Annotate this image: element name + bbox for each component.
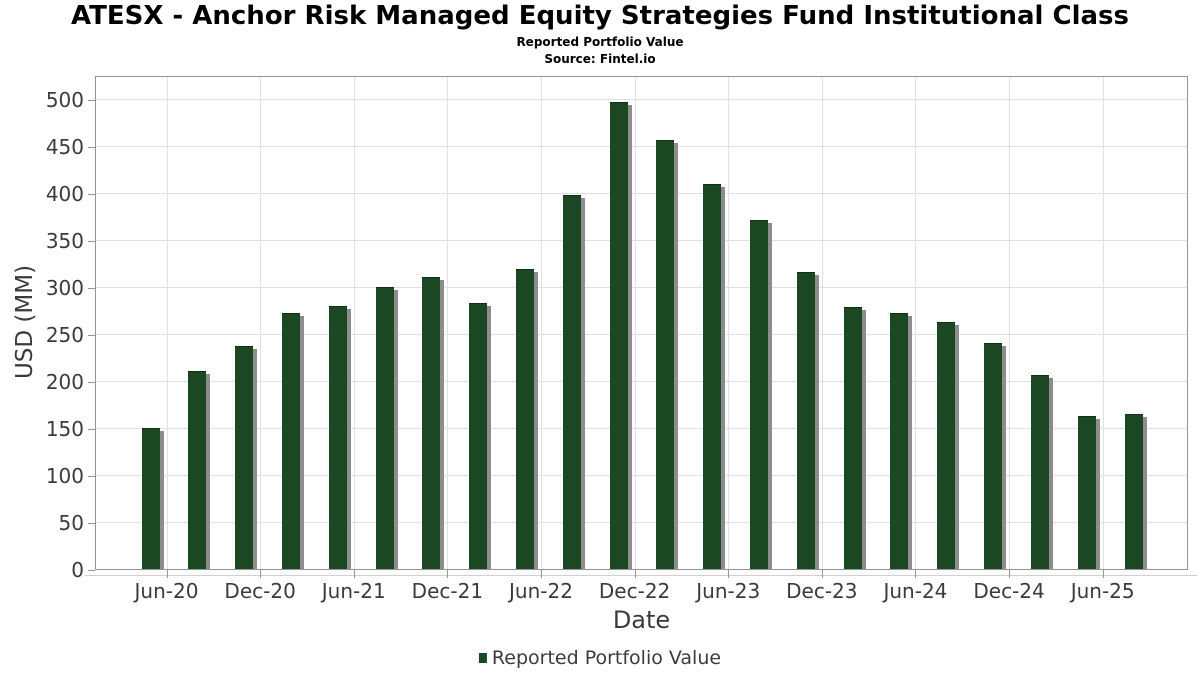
bar-mar-22 [469, 303, 492, 570]
y-tick-label: 350 [45, 229, 84, 254]
x-tick-label: Jun-21 [321, 579, 386, 603]
y-tick-label: 200 [45, 370, 84, 395]
y-tick-label: 150 [45, 417, 84, 442]
bar-mar-23 [656, 139, 679, 571]
y-gridline [95, 193, 1188, 195]
x-tick-mark [728, 570, 730, 578]
bar-dec-22 [609, 102, 632, 570]
y-gridline [95, 334, 1188, 336]
bar-jun-21 [328, 306, 351, 570]
bar-dec-24 [984, 342, 1007, 571]
x-tick-label: Jun-20 [134, 579, 199, 603]
x-gridline [260, 76, 262, 570]
x-tick-label: Dec-24 [973, 579, 1045, 603]
x-tick-mark [915, 570, 917, 578]
bar-dec-20 [235, 346, 258, 570]
bar-mar-21 [281, 312, 304, 571]
y-tick-mark [88, 147, 95, 149]
x-gridline [447, 76, 449, 570]
x-tick-label: Dec-22 [598, 579, 671, 603]
x-axis-title: Date [612, 606, 671, 634]
y-tick-label: 50 [58, 511, 84, 536]
legend-label: Reported Portfolio Value [491, 647, 722, 669]
y-tick-label: 0 [71, 558, 84, 582]
bar-jun-20 [141, 428, 164, 570]
x-tick-label: Jun-23 [696, 579, 761, 603]
y-tick-label: 500 [45, 88, 84, 113]
x-tick-mark [166, 570, 168, 578]
x-gridline [1009, 76, 1011, 570]
y-tick-mark [88, 570, 95, 571]
y-tick-mark [88, 429, 95, 431]
y-gridline [95, 287, 1188, 289]
x-gridline [821, 76, 823, 570]
bar-sep-23 [750, 219, 773, 571]
y-tick-mark [88, 523, 95, 525]
bar-sep-25 [1124, 414, 1147, 570]
x-gridline [353, 76, 355, 570]
y-gridline [95, 146, 1188, 148]
y-gridline [95, 381, 1188, 383]
x-gridline [166, 76, 168, 570]
x-tick-mark [447, 570, 449, 578]
y-tick-mark [88, 194, 95, 196]
x-tick-label: Jun-24 [883, 579, 948, 603]
y-tick-mark [88, 382, 95, 384]
x-tick-mark [821, 570, 823, 578]
y-tick-label: 100 [45, 464, 84, 489]
legend-swatch-icon [478, 653, 487, 663]
x-gridline [1102, 76, 1104, 570]
y-tick-mark [88, 241, 95, 243]
x-gridline [540, 76, 542, 570]
bar-jun-23 [703, 184, 726, 570]
y-gridline [95, 475, 1188, 477]
x-tick-mark [260, 570, 262, 578]
y-gridline [95, 522, 1188, 524]
x-tick-mark [540, 570, 542, 578]
bar-sep-20 [188, 370, 211, 571]
x-gridline [728, 76, 730, 570]
chart-title: ATESX - Anchor Risk Managed Equity Strat… [71, 1, 1129, 31]
x-axis-line [85, 575, 1197, 576]
legend: Reported Portfolio Value [478, 646, 722, 670]
y-tick-label: 300 [45, 276, 84, 301]
x-gridline [634, 76, 636, 570]
chart-subtitle: Reported Portfolio Value [516, 35, 684, 49]
x-tick-label: Dec-23 [786, 579, 858, 603]
bar-sep-22 [562, 195, 585, 570]
x-tick-mark [634, 570, 636, 578]
y-tick-label: 250 [45, 323, 84, 348]
y-tick-mark [88, 100, 95, 102]
bar-dec-21 [422, 276, 445, 571]
bar-jun-25 [1077, 415, 1100, 571]
bar-dec-23 [796, 272, 819, 570]
y-gridline [95, 99, 1188, 101]
bar-jun-24 [890, 312, 913, 571]
bar-sep-24 [937, 322, 960, 570]
x-tick-mark [1102, 570, 1104, 578]
y-tick-mark [88, 288, 95, 290]
bar-jun-22 [515, 268, 538, 571]
x-tick-label: Jun-22 [509, 579, 573, 603]
bar-sep-21 [375, 287, 398, 570]
y-tick-mark [88, 476, 95, 478]
y-gridline [95, 428, 1188, 430]
plot-area [95, 76, 1188, 571]
x-tick-label: Jun-25 [1070, 579, 1135, 603]
x-tick-mark [353, 570, 355, 578]
chart-source-note: Source: Fintel.io [544, 52, 656, 66]
y-tick-label: 400 [45, 182, 84, 207]
x-tick-mark [1009, 570, 1011, 578]
x-tick-label: Dec-21 [411, 579, 484, 603]
x-tick-label: Dec-20 [224, 579, 296, 603]
bar-mar-25 [1030, 374, 1053, 571]
y-tick-label: 450 [45, 135, 84, 160]
x-gridline [915, 76, 917, 570]
y-gridline [95, 240, 1188, 242]
y-tick-mark [88, 335, 95, 337]
bar-mar-24 [843, 307, 866, 570]
